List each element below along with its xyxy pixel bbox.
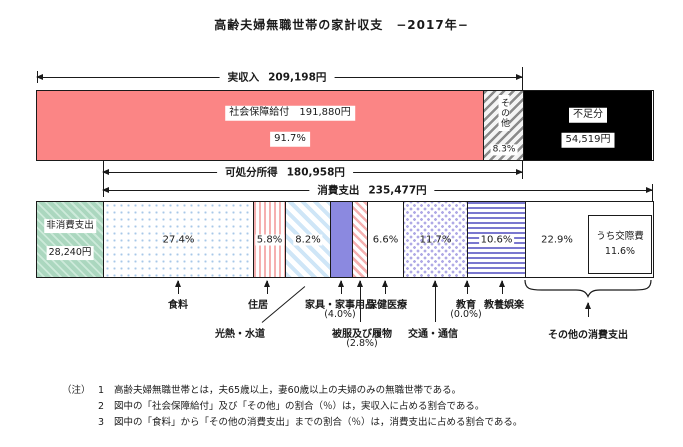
- consumption-label: 消費支出: [317, 184, 360, 197]
- other-consumption-label: その他の消費支出: [548, 330, 628, 341]
- social-security-chip: 社会保障給付 191,880円: [225, 105, 355, 121]
- housing-label: 住居: [248, 300, 268, 311]
- education-percent-label: (0.0%): [450, 309, 482, 320]
- utilities-label: 光熱・水道: [215, 329, 265, 340]
- other-income-label: その他: [498, 95, 509, 131]
- furniture-segment: [330, 202, 352, 277]
- social-security-percent: 91.7%: [270, 131, 310, 147]
- non-consumption-label: 非消費支出: [44, 219, 96, 233]
- note-prefix-spacer-1: [62, 400, 98, 414]
- medical-percent: 6.6%: [372, 234, 399, 245]
- recreation-leader: [499, 280, 505, 294]
- non-consumption-segment: 非消費支出 28,240円: [37, 202, 103, 277]
- consumption-value: 235,477円: [368, 184, 427, 197]
- social-security-segment: 社会保障給付 191,880円 91.7%: [37, 91, 483, 160]
- non-consumption-value: 28,240円: [46, 246, 94, 260]
- income-value: 209,198円: [268, 71, 327, 84]
- utilities-percent: 8.2%: [293, 234, 323, 245]
- other-income-percent: 8.3%: [490, 144, 518, 156]
- housing-leader: [264, 280, 270, 294]
- housing-segment: 5.8%: [253, 202, 285, 277]
- note-prefix-spacer-2: [62, 416, 98, 430]
- note-3-num: 3: [98, 417, 105, 428]
- education-leader: [464, 280, 470, 294]
- expenditure-bar: 非消費支出 28,240円 27.4% 5.8% 8.2% 6.6% 11.7%…: [36, 201, 654, 278]
- food-leader: [175, 280, 181, 294]
- other-consumption-percent: 22.9%: [541, 234, 573, 245]
- social-expenses-percent: 11.6%: [604, 245, 636, 257]
- furniture-percent-label: (4.0%): [324, 309, 356, 320]
- transport-label: 交通・通信: [408, 329, 458, 340]
- disposable-label: 可処分所得: [225, 166, 278, 179]
- footnotes: （注） 1 高齢夫婦無職世帯とは，夫65歳以上，妻60歳以上の夫婦のみの無職世帯…: [62, 384, 522, 430]
- furniture-leader: [338, 280, 344, 294]
- other-consumption-segment: 22.9% うち交際費 11.6%: [525, 202, 652, 277]
- note-1-num: 1: [98, 385, 105, 396]
- income-arrow-right-tick: [522, 67, 523, 91]
- utilities-leader: [261, 286, 306, 323]
- income-bar: 社会保障給付 191,880円 91.7% その他 8.3% 不足分 54,51…: [36, 90, 654, 161]
- recreation-label: 教養娯楽: [484, 300, 524, 311]
- disposable-value: 180,958円: [286, 166, 345, 179]
- social-expenses-box: うち交際費 11.6%: [588, 215, 652, 274]
- arrows-left-connector: [103, 161, 104, 197]
- food-segment: 27.4%: [103, 202, 253, 277]
- clothing-segment: [352, 202, 367, 277]
- food-label: 食料: [168, 300, 188, 311]
- transport-segment: 11.7%: [403, 202, 467, 277]
- social-security-label: 社会保障給付: [229, 106, 290, 118]
- social-expenses-label: うち交際費: [596, 231, 644, 243]
- food-percent: 27.4%: [162, 234, 195, 245]
- note-2-num: 2: [98, 401, 105, 412]
- furniture-label: 家具・家事用品: [305, 300, 375, 311]
- note-prefix: （注）: [62, 385, 91, 396]
- transport-percent: 11.7%: [419, 234, 452, 245]
- clothing-label: 被服及び履物: [332, 329, 392, 340]
- medical-segment: 6.6%: [367, 202, 403, 277]
- note-3-text: 図中の「食料」から「その他の消費支出」までの割合（％）は，消費支出に占める割合で…: [114, 417, 523, 428]
- consumption-arrow-label: 消費支出 235,477円: [309, 182, 435, 198]
- housing-percent: 5.8%: [254, 234, 285, 245]
- income-label: 実収入: [227, 71, 260, 84]
- medical-label: 保健医療: [367, 300, 407, 311]
- recreation-segment: 10.6%: [467, 202, 525, 277]
- transport-leader: [432, 280, 438, 322]
- other-income-segment: その他 8.3%: [483, 91, 523, 160]
- utilities-segment: 8.2%: [285, 202, 330, 277]
- social-security-value: 191,880円: [299, 106, 351, 118]
- shortfall-segment: 不足分 54,519円: [523, 91, 652, 160]
- chart-title: 高齢夫婦無職世帯の家計収支 −2017年−: [214, 18, 469, 32]
- note-2-text: 図中の「社会保障給付」及び「その他」の割合（％）は，実収入に占める割合である。: [114, 401, 485, 412]
- clothing-percent-label: (2.8%): [346, 338, 378, 349]
- clothing-leader: [357, 280, 363, 322]
- other-consumption-brace: [524, 279, 652, 298]
- income-arrow-left-tick: [37, 71, 38, 83]
- note-1-text: 高齢夫婦無職世帯とは，夫65歳以上，妻60歳以上の夫婦のみの無職世帯である。: [114, 385, 462, 396]
- medical-leader: [382, 280, 388, 294]
- disposable-arrow-label: 可処分所得 180,958円: [217, 164, 353, 180]
- other-consumption-leader: [585, 302, 591, 317]
- shortfall-label: 不足分: [569, 107, 607, 123]
- recreation-percent: 10.6%: [478, 234, 515, 245]
- education-label: 教育: [456, 300, 476, 311]
- shortfall-value: 54,519円: [561, 132, 615, 148]
- income-arrow-label: 実収入 209,198円: [219, 69, 335, 85]
